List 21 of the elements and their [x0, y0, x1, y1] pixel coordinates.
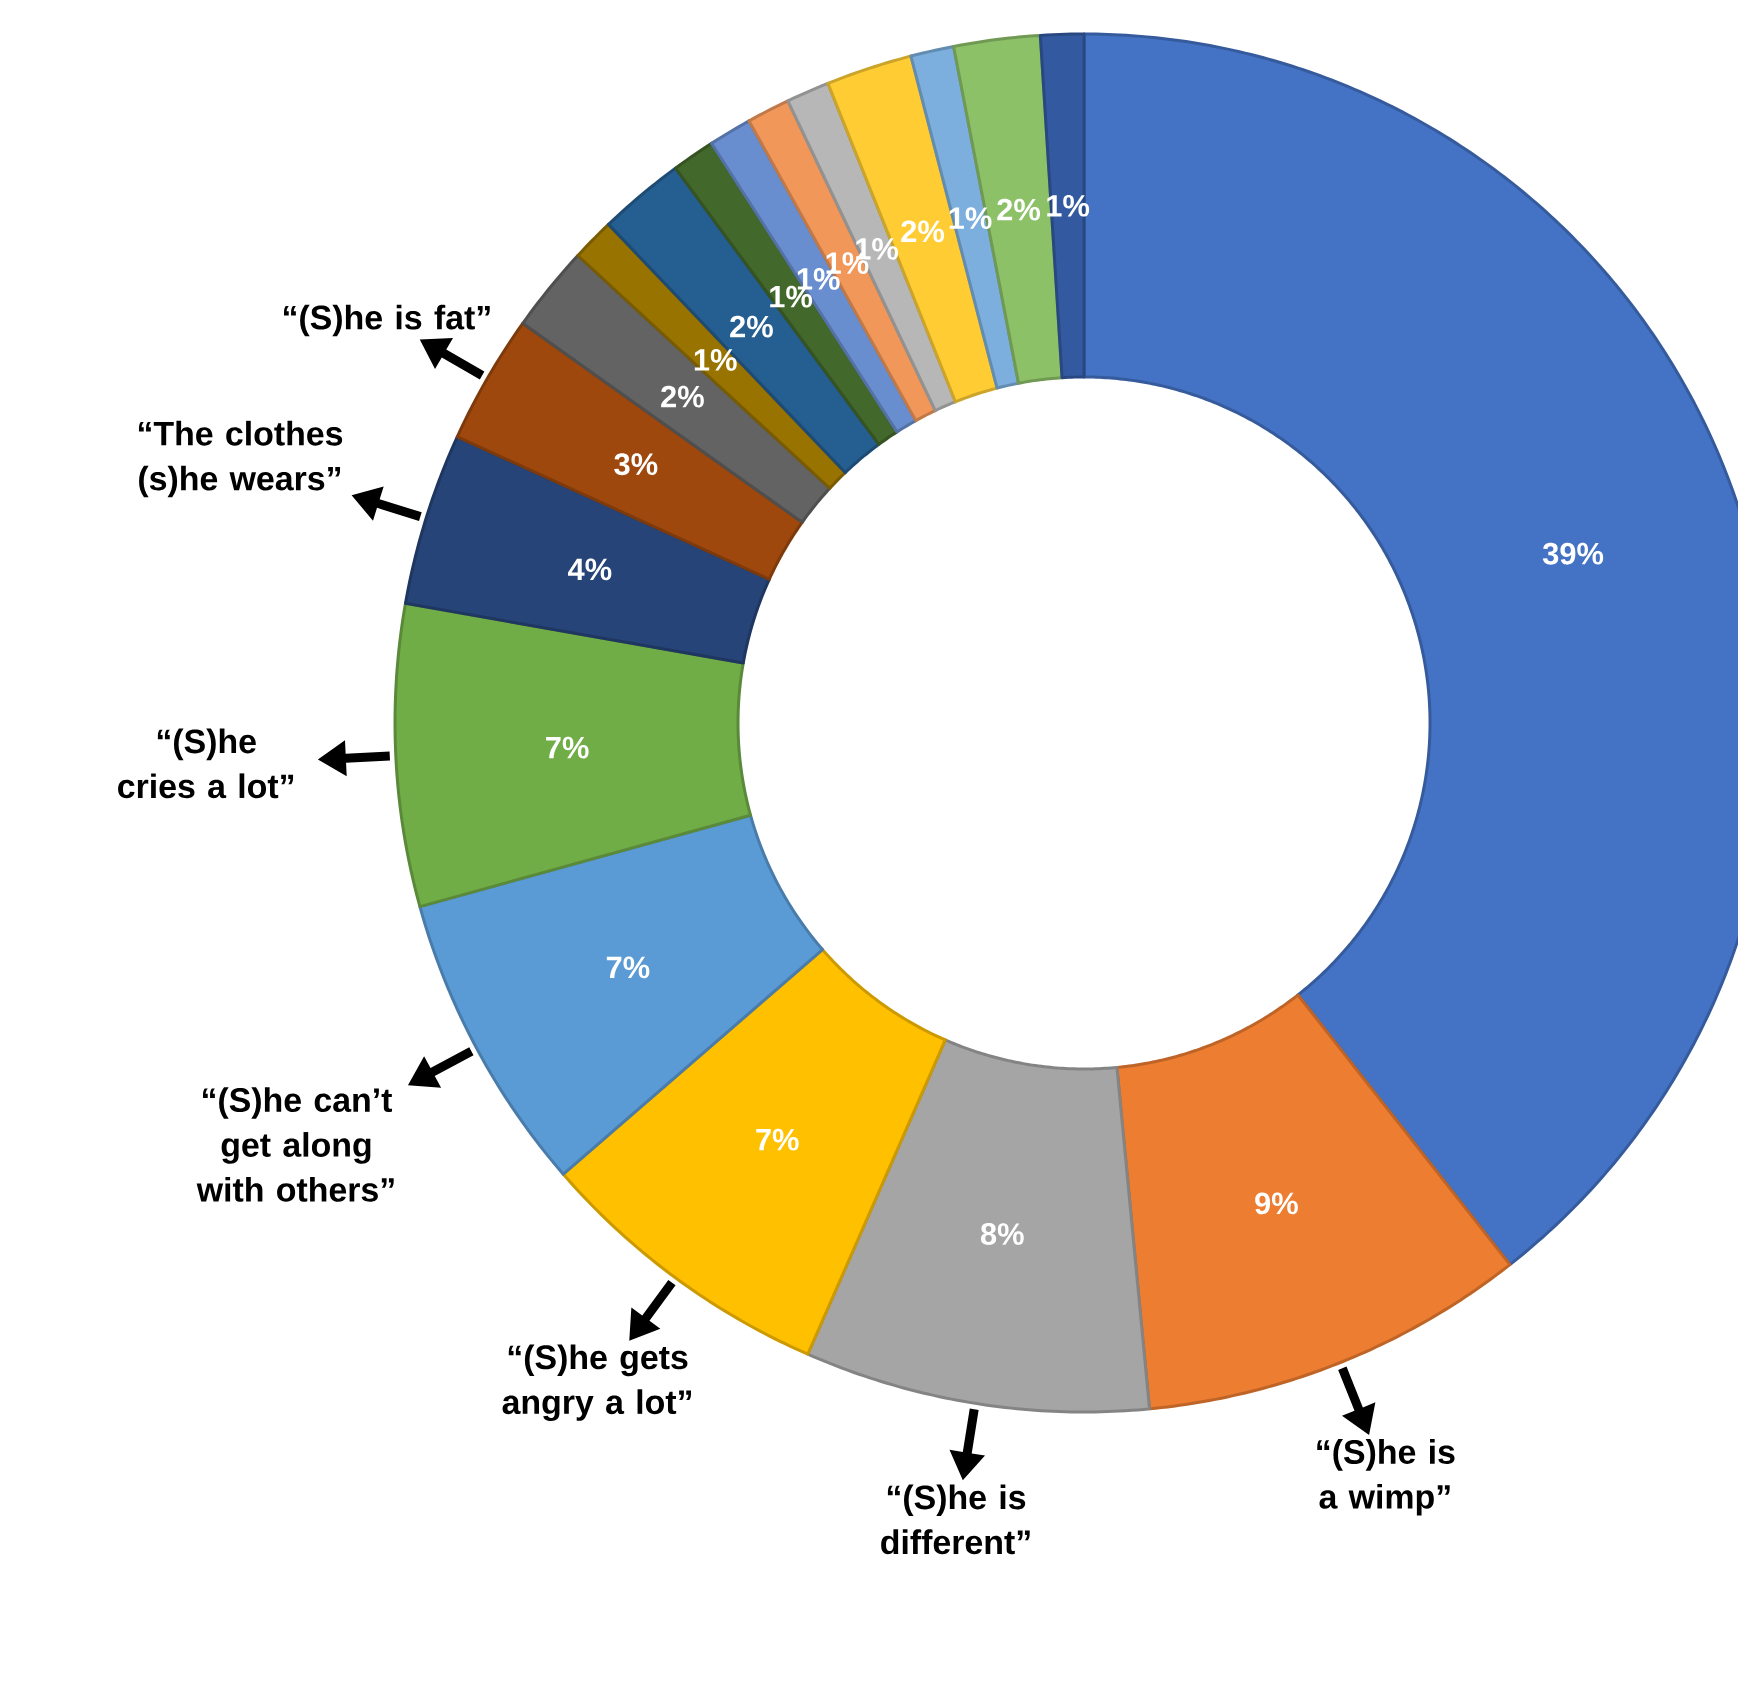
data-label: 39%: [1542, 542, 1604, 565]
slice-label: “(S)he cries a lot”: [118, 728, 294, 799]
data-label: 7%: [606, 956, 650, 979]
slice-label: “(S)he can’t get along with others”: [196, 1087, 394, 1202]
slice-label: “(S)he is a wimp”: [1317, 1439, 1455, 1516]
data-label: 4%: [568, 558, 612, 581]
data-label: 1%: [1047, 194, 1090, 217]
slice-label: “(S)he gets angry a lot”: [502, 1344, 692, 1421]
slice-label: “(S)he is different”: [881, 1484, 1030, 1555]
data-label: 7%: [756, 1128, 799, 1151]
data-label: 9%: [1255, 1192, 1298, 1215]
data-label: 2%: [730, 315, 773, 338]
slice-label: “The clothes (s)he wears”: [138, 420, 343, 498]
data-label: 1%: [694, 349, 737, 371]
data-label: 8%: [980, 1223, 1024, 1245]
data-label: 3%: [614, 453, 658, 476]
data-label: 7%: [546, 736, 589, 759]
slice-label: “(S)he is fat”: [283, 304, 490, 337]
data-label: 2%: [997, 198, 1041, 221]
data-label: 2%: [661, 385, 704, 408]
data-label: 2%: [901, 220, 945, 243]
